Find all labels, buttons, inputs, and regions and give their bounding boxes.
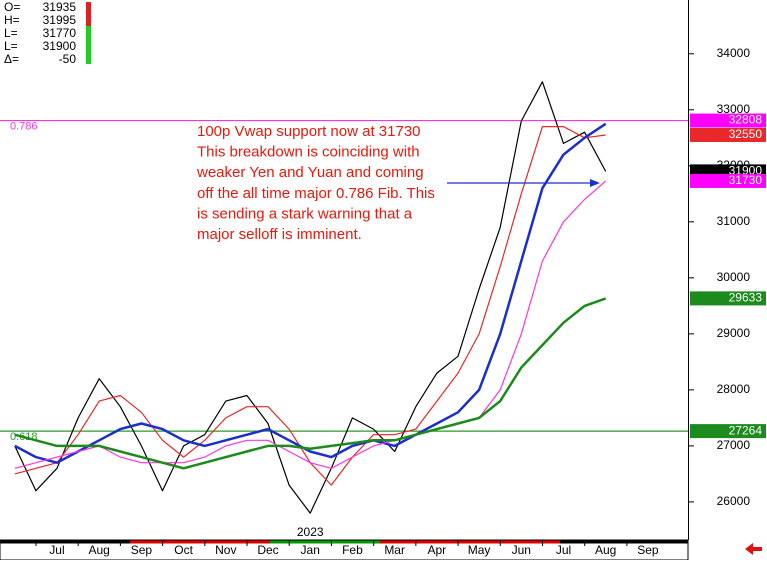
info-label: H= <box>4 13 20 27</box>
y-tick-label: 30000 <box>717 270 751 284</box>
x-tick-label: Aug <box>595 543 616 557</box>
scroll-arrow[interactable] <box>745 543 762 555</box>
annotation-line: weaker Yen and Yuan and coming <box>196 164 424 181</box>
x-tick-label: Aug <box>89 543 110 557</box>
y-tick-label: 26000 <box>717 494 751 508</box>
info-value: 31995 <box>43 13 77 27</box>
x-tick-label: Jun <box>512 543 531 557</box>
level-label: 27264 <box>729 423 763 437</box>
info-label: L= <box>4 26 18 40</box>
year-label: 2023 <box>297 525 324 539</box>
info-label: Δ= <box>4 52 19 66</box>
info-value: -50 <box>59 52 77 66</box>
level-label: 31730 <box>729 173 763 187</box>
level-tag <box>690 113 766 128</box>
annotation-line: is sending a stark warning that a <box>197 205 413 222</box>
info-label: O= <box>4 0 20 14</box>
x-tick-label: Sep <box>131 543 153 557</box>
x-tick-label: Mar <box>384 543 405 557</box>
annotation-line: This breakdown is coinciding with <box>197 144 420 161</box>
info-label: L= <box>4 39 18 53</box>
level-tag <box>690 128 766 142</box>
fib-label: 0.786 <box>10 120 38 132</box>
x-tick-label: Nov <box>215 543 236 557</box>
info-box <box>0 0 92 66</box>
info-value: 31900 <box>43 39 77 53</box>
y-tick-label: 31000 <box>717 214 751 228</box>
x-tick-label: Sep <box>637 543 659 557</box>
info-value: 31935 <box>43 0 77 14</box>
info-bar <box>86 26 91 64</box>
x-tick-label: Dec <box>257 543 278 557</box>
info-bar <box>86 2 91 26</box>
x-tick-label: Jul <box>49 543 64 557</box>
level-label: 32808 <box>729 113 763 127</box>
level-label: 29633 <box>729 291 763 305</box>
x-tick-label: Jan <box>301 543 320 557</box>
x-tick-label: Oct <box>174 543 193 557</box>
series-line <box>14 122 607 464</box>
level-tag <box>690 173 766 188</box>
x-tick-label: Feb <box>342 543 363 557</box>
y-tick-label: 34000 <box>717 46 751 60</box>
x-tick-label: Apr <box>428 543 447 557</box>
info-value: 31770 <box>43 26 77 40</box>
annotation-line: 100p Vwap support now at 31730 <box>197 123 421 140</box>
level-tag <box>690 424 766 439</box>
annotation-line: off the all time major 0.786 Fib. This <box>197 185 435 202</box>
arrow-head <box>590 179 600 187</box>
y-tick-label: 33000 <box>717 102 751 116</box>
level-label: 32550 <box>729 127 763 141</box>
level-tag <box>690 291 766 306</box>
x-tick-label: Jul <box>556 543 571 557</box>
y-tick-label: 28000 <box>717 382 751 396</box>
y-tick-label: 27000 <box>717 438 751 452</box>
x-tick-label: May <box>468 543 491 557</box>
series-line <box>14 297 607 470</box>
series-line <box>14 180 607 469</box>
annotation-line: major selloff is imminent. <box>197 226 362 243</box>
y-tick-label: 29000 <box>717 326 751 340</box>
